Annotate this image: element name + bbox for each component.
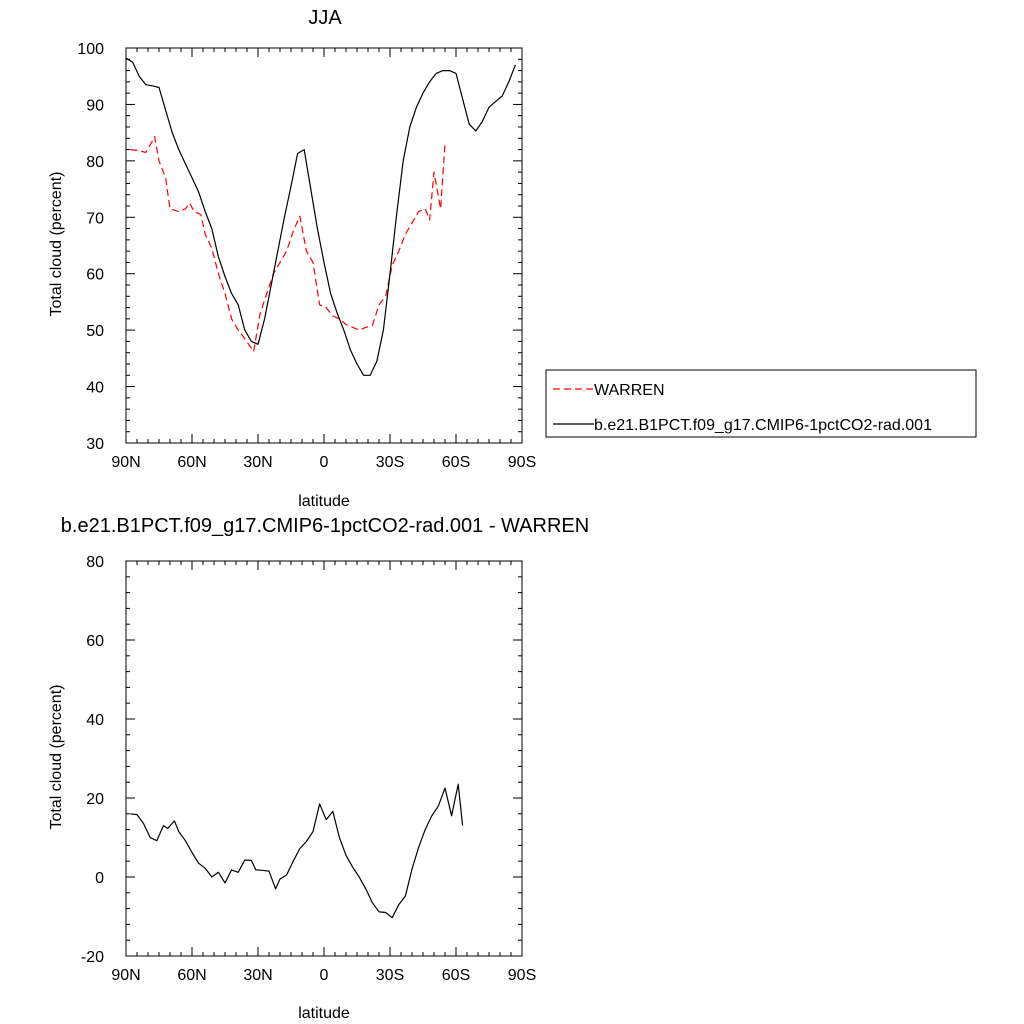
top-y-tick-label: 70 bbox=[86, 210, 104, 227]
top-series-line-b-e21-b1pct-f09-g17-cmip bbox=[125, 57, 516, 376]
legend-warren-label: WARREN bbox=[594, 382, 665, 399]
top-x-tick-label: 60N bbox=[177, 454, 206, 471]
legend-box bbox=[545, 369, 977, 438]
bottom-x-axis-title: latitude bbox=[298, 1005, 350, 1022]
bottom-panel: b.e21.B1PCT.f09_g17.CMIP6-1pctCO2-rad.00… bbox=[48, 515, 589, 1022]
top-plot-area: 90N 60N 30N 0 30S 60S 90S 30 40 50 60 70 80 90 100 bbox=[77, 41, 536, 471]
bottom-x-tick-label: 30N bbox=[243, 967, 272, 984]
top-y-tick-label: 90 bbox=[86, 97, 104, 114]
bottom-x-tick-label: 60S bbox=[442, 967, 470, 984]
bottom-plot-frame bbox=[125, 560, 523, 957]
legend-model-label: b.e21.B1PCT.f09_g17.CMIP6-1pctCO2-rad.00… bbox=[594, 417, 932, 434]
bottom-series-line-difference bbox=[130, 783, 464, 919]
top-panel: JJA Total cloud (percent) latitude 90N 60… bbox=[48, 7, 536, 510]
top-x-tick-label: 30S bbox=[376, 454, 404, 471]
top-x-tick-label: 90S bbox=[508, 454, 536, 471]
top-x-tick-label: 60S bbox=[442, 454, 470, 471]
top-x-axis-title: latitude bbox=[298, 493, 350, 510]
top-y-tick-label: 30 bbox=[86, 436, 104, 453]
legend: WARREN b.e21.B1PCT.f09_g17.CMIP6-1pctCO2… bbox=[545, 369, 977, 438]
bottom-x-tick-label: 90S bbox=[508, 967, 536, 984]
bottom-y-axis-title: Total cloud (percent) bbox=[48, 685, 65, 830]
top-chart-title: JJA bbox=[308, 7, 342, 29]
top-x-tick-label: 90N bbox=[111, 454, 140, 471]
bottom-x-tick-label: 30S bbox=[376, 967, 404, 984]
top-y-tick-label: 50 bbox=[86, 323, 104, 340]
top-y-tick-label: 100 bbox=[77, 41, 104, 58]
top-y-axis-title-group: Total cloud (percent) bbox=[48, 172, 65, 317]
top-y-tick-label: 80 bbox=[86, 154, 104, 171]
top-plot-frame bbox=[125, 47, 523, 444]
bottom-y-tick-label: 80 bbox=[86, 554, 104, 571]
bottom-y-tick-label: 60 bbox=[86, 633, 104, 650]
bottom-y-tick-label: 0 bbox=[95, 870, 104, 887]
top-x-tick-label: 30N bbox=[243, 454, 272, 471]
bottom-y-tick-label: 20 bbox=[86, 791, 104, 808]
bottom-y-tick-label: -20 bbox=[81, 949, 104, 966]
top-x-tick-label: 0 bbox=[320, 454, 329, 471]
bottom-chart-title: b.e21.B1PCT.f09_g17.CMIP6-1pctCO2-rad.00… bbox=[61, 515, 589, 537]
top-series-line-warren bbox=[130, 136, 446, 353]
bottom-x-tick-label: 90N bbox=[111, 967, 140, 984]
bottom-plot-area: 90N 60N 30N 0 30S 60S 90S -20 0 20 40 60 80 bbox=[81, 554, 536, 984]
top-y-axis-title: Total cloud (percent) bbox=[48, 172, 65, 317]
top-y-tick-label: 60 bbox=[86, 267, 104, 284]
bottom-x-tick-label: 60N bbox=[177, 967, 206, 984]
bottom-y-tick-label: 40 bbox=[86, 712, 104, 729]
bottom-x-tick-label: 0 bbox=[320, 967, 329, 984]
top-y-tick-label: 40 bbox=[86, 380, 104, 397]
